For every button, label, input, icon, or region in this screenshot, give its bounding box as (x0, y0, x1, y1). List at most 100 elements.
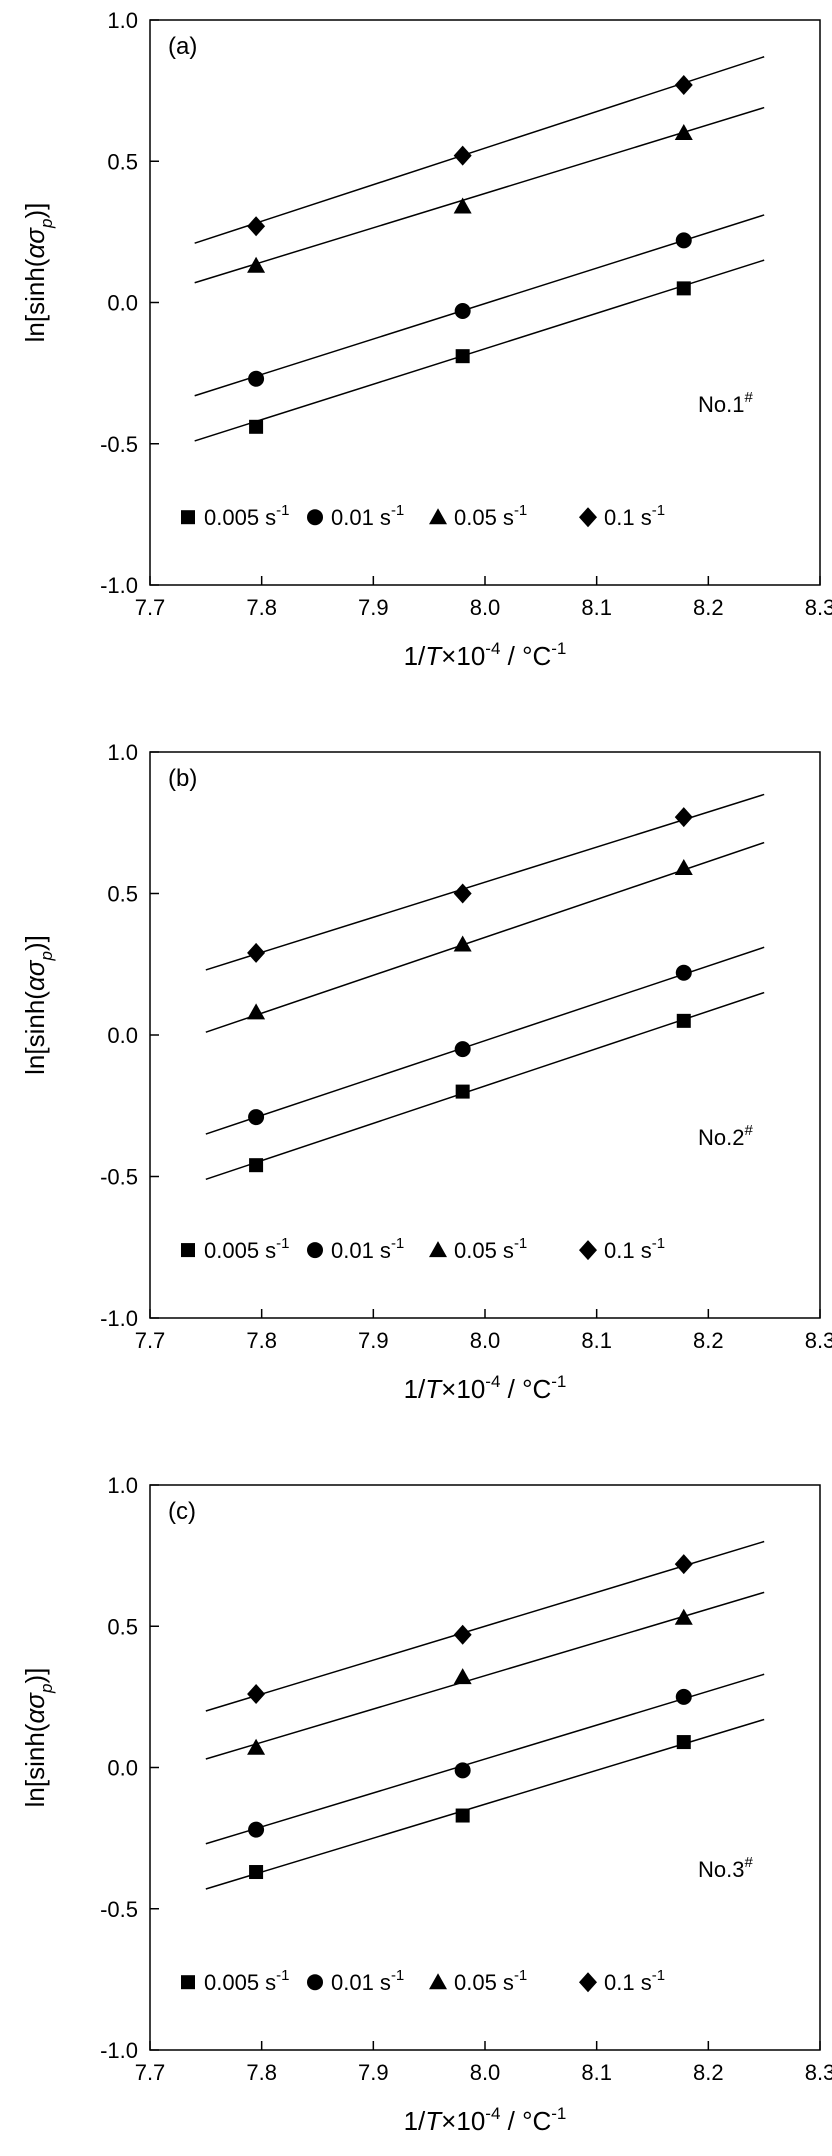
legend-marker-triangle (429, 508, 447, 525)
x-tick-label: 7.9 (358, 2060, 389, 2085)
x-tick-label: 7.9 (358, 595, 389, 620)
data-point-circle (454, 302, 471, 319)
series-triangle (194, 106, 765, 284)
legend-entry: 0.1 s-1 (604, 502, 665, 530)
y-tick-label: 1.0 (107, 1473, 138, 1498)
data-point-square (676, 1013, 691, 1028)
data-point-circle (248, 1821, 265, 1838)
series-diamond (194, 56, 765, 244)
y-tick-label: 0.5 (107, 1614, 138, 1639)
x-tick-label: 7.8 (246, 1328, 277, 1353)
y-tick-label: 0.5 (107, 882, 138, 907)
y-tick-label: 0.5 (107, 149, 138, 174)
x-tick-label: 7.8 (246, 2060, 277, 2085)
x-tick-label: 8.3 (805, 1328, 832, 1353)
series-diamond (205, 1540, 765, 1712)
series-circle (205, 946, 765, 1135)
x-tick-label: 8.3 (805, 595, 832, 620)
x-tick-label: 7.7 (135, 595, 166, 620)
y-tick-label: 0.0 (107, 291, 138, 316)
y-tick-label: 1.0 (107, 740, 138, 765)
sample-label: No.3# (698, 1854, 753, 1882)
data-point-square (249, 419, 264, 434)
x-tick-label: 7.7 (135, 1328, 166, 1353)
legend-marker-square (181, 1243, 195, 1258)
legend-marker-diamond (579, 507, 597, 528)
fit-line (205, 991, 765, 1181)
fit-line (194, 259, 765, 442)
series-triangle (205, 841, 765, 1033)
fit-line (205, 793, 765, 971)
x-tick-label: 8.0 (470, 2060, 501, 2085)
legend-marker-circle (307, 1242, 323, 1259)
data-point-diamond (674, 807, 693, 828)
x-tick-label: 8.3 (805, 2060, 832, 2085)
panel-label: (a) (168, 33, 197, 60)
plot-frame (149, 19, 821, 586)
legend-entry: 0.01 s-1 (331, 1967, 404, 1995)
data-point-circle (675, 232, 692, 249)
data-point-square (455, 1084, 470, 1099)
data-point-diamond (674, 74, 693, 95)
x-axis-title: 1/T×10-4 / °C-1 (404, 639, 567, 671)
data-point-circle (454, 1762, 471, 1779)
x-tick-label: 8.2 (693, 595, 724, 620)
data-point-triangle (674, 124, 693, 140)
legend-entry: 0.005 s-1 (204, 1235, 290, 1263)
data-point-circle (248, 370, 265, 387)
series-circle (194, 214, 765, 397)
series-square (205, 1718, 765, 1890)
x-tick-label: 8.2 (693, 1328, 724, 1353)
y-tick-label: -0.5 (100, 1897, 138, 1922)
data-point-diamond (453, 883, 472, 904)
y-tick-label: -1.0 (100, 2038, 138, 2063)
legend-marker-triangle (429, 1973, 447, 1990)
y-axis-title: ln[sinh(ασp)] (20, 1668, 56, 1808)
x-tick-label: 7.9 (358, 1328, 389, 1353)
y-tick-label: 0.0 (107, 1023, 138, 1048)
data-point-diamond (247, 942, 266, 963)
x-tick-label: 8.1 (581, 2060, 612, 2085)
legend-entry: 0.01 s-1 (331, 1235, 404, 1263)
data-point-triangle (674, 1608, 693, 1625)
legend-entry: 0.01 s-1 (331, 502, 404, 530)
legend-entry: 0.05 s-1 (454, 502, 527, 530)
legend-marker-diamond (579, 1240, 597, 1261)
series-diamond (205, 793, 765, 971)
legend-entry: 0.005 s-1 (204, 1967, 290, 1995)
data-point-triangle (247, 1003, 266, 1020)
chart-panel-1: 7.7 7.8 7.9 8.0 8.1 8.2 8.3 -1.0 -0.5 0.0 0.5 1.0 (a… (20, 8, 832, 671)
data-point-triangle (247, 256, 266, 273)
series-square (205, 991, 765, 1181)
legend-entry: 0.05 s-1 (454, 1967, 527, 1995)
y-tick-label: -1.0 (100, 1306, 138, 1331)
data-point-square (249, 1158, 264, 1173)
series-circle (205, 1673, 765, 1845)
legend-marker-square (181, 1975, 195, 1990)
data-point-circle (454, 1041, 471, 1058)
data-point-diamond (247, 216, 266, 237)
fit-line (194, 56, 765, 244)
fit-line (205, 1540, 765, 1712)
sample-label: No.1# (698, 389, 753, 417)
sample-label: No.2# (698, 1122, 753, 1150)
data-point-square (455, 349, 470, 364)
legend: 0.005 s-1 0.01 s-1 0.05 s-1 0.1 s-1 (181, 502, 665, 530)
data-point-triangle (453, 935, 472, 952)
legend-marker-triangle (429, 1241, 447, 1258)
legend-entry: 0.1 s-1 (604, 1235, 665, 1263)
data-point-diamond (453, 1624, 472, 1645)
legend-marker-circle (307, 1974, 323, 1991)
data-point-circle (248, 1109, 265, 1126)
data-point-square (455, 1808, 470, 1823)
x-tick-label: 8.1 (581, 1328, 612, 1353)
data-point-circle (675, 1688, 692, 1705)
legend-marker-square (181, 510, 195, 525)
data-point-triangle (247, 1738, 266, 1755)
fit-line (205, 946, 765, 1135)
fit-line (205, 841, 765, 1033)
legend-entry: 0.1 s-1 (604, 1967, 665, 1995)
fit-line (194, 214, 765, 397)
x-axis-title: 1/T×10-4 / °C-1 (404, 1372, 567, 1404)
